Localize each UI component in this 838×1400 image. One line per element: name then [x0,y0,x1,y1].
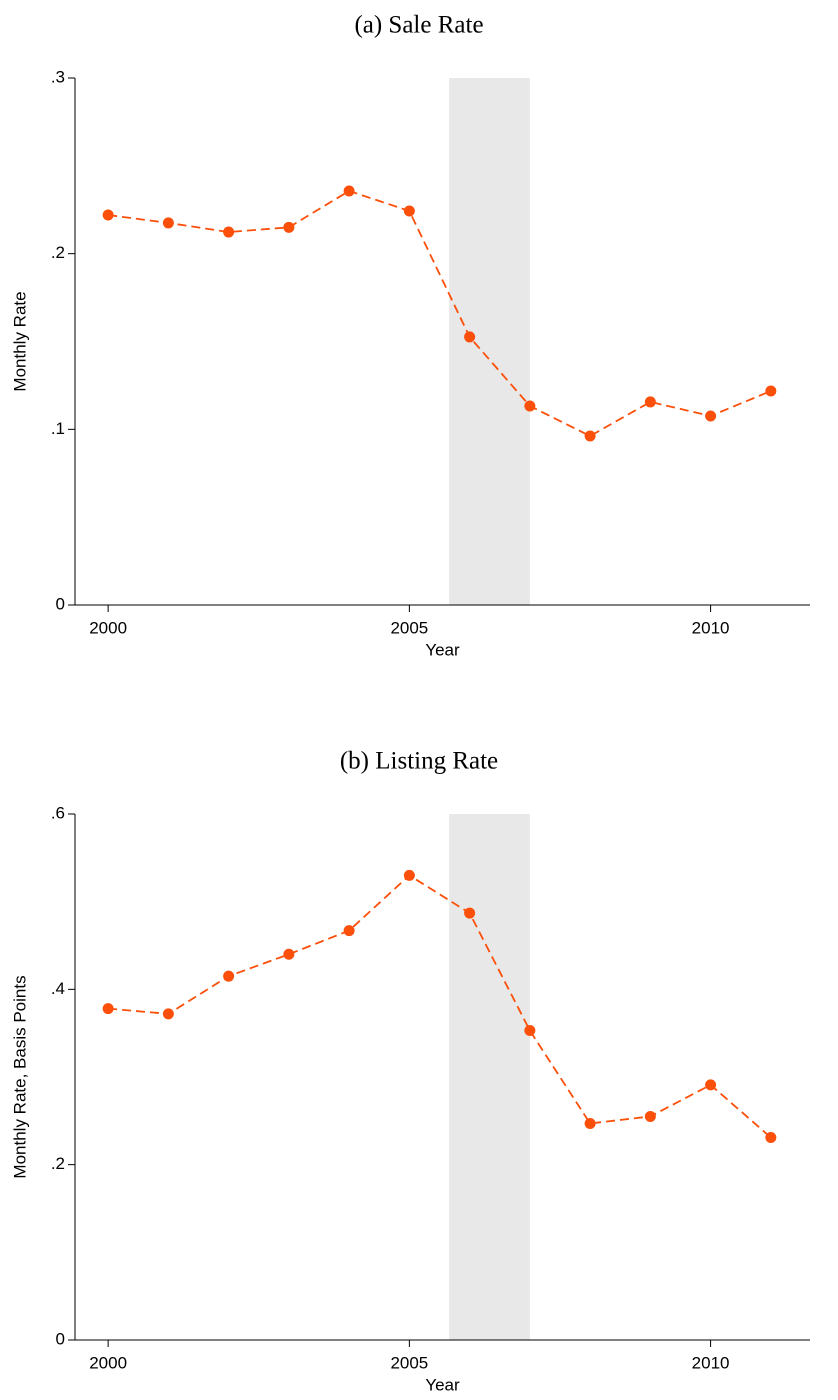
y-tick-label: .1 [51,419,65,438]
marker [524,1025,536,1037]
marker [162,217,174,229]
shaded-region [449,78,530,605]
marker [464,331,476,343]
marker [283,221,295,233]
x-tick-label: 2000 [89,1353,127,1372]
marker [644,396,656,408]
x-tick-label: 2005 [390,618,428,637]
x-tick-label: 2005 [390,1353,428,1372]
marker [765,385,777,397]
y-tick-label: .2 [51,243,65,262]
marker [223,970,235,982]
y-tick-label: .2 [51,1154,65,1173]
marker [223,226,235,238]
marker [765,1131,777,1143]
marker [403,205,415,217]
marker [705,1079,717,1091]
marker [343,185,355,197]
marker [644,1110,656,1122]
y-tick-label: 0 [56,1329,65,1348]
marker [584,1117,596,1129]
y-tick-label: .3 [51,67,65,86]
y-axis-label: Monthly Rate, Basis Points [10,975,29,1178]
y-tick-label: .4 [51,979,65,998]
x-axis-label: Year [425,1375,460,1394]
chart-title: (b) Listing Rate [340,748,498,775]
x-tick-label: 2000 [89,618,127,637]
y-tick-label: 0 [56,594,65,613]
marker [403,869,415,881]
marker [343,925,355,937]
series-line [108,874,772,1139]
x-axis-label: Year [425,640,460,659]
x-tick-label: 2010 [692,618,730,637]
shaded-region [449,814,530,1340]
marker [102,1003,114,1015]
marker [162,1008,174,1020]
series-line [108,189,772,438]
marker [283,948,295,960]
x-tick-label: 2010 [692,1353,730,1372]
marker [102,209,114,221]
marker [584,430,596,442]
y-tick-label: .6 [51,803,65,822]
marker [524,400,536,412]
marker [464,907,476,919]
chart-title: (a) Sale Rate [354,12,483,39]
marker [705,410,717,422]
y-axis-label: Monthly Rate [10,291,29,391]
